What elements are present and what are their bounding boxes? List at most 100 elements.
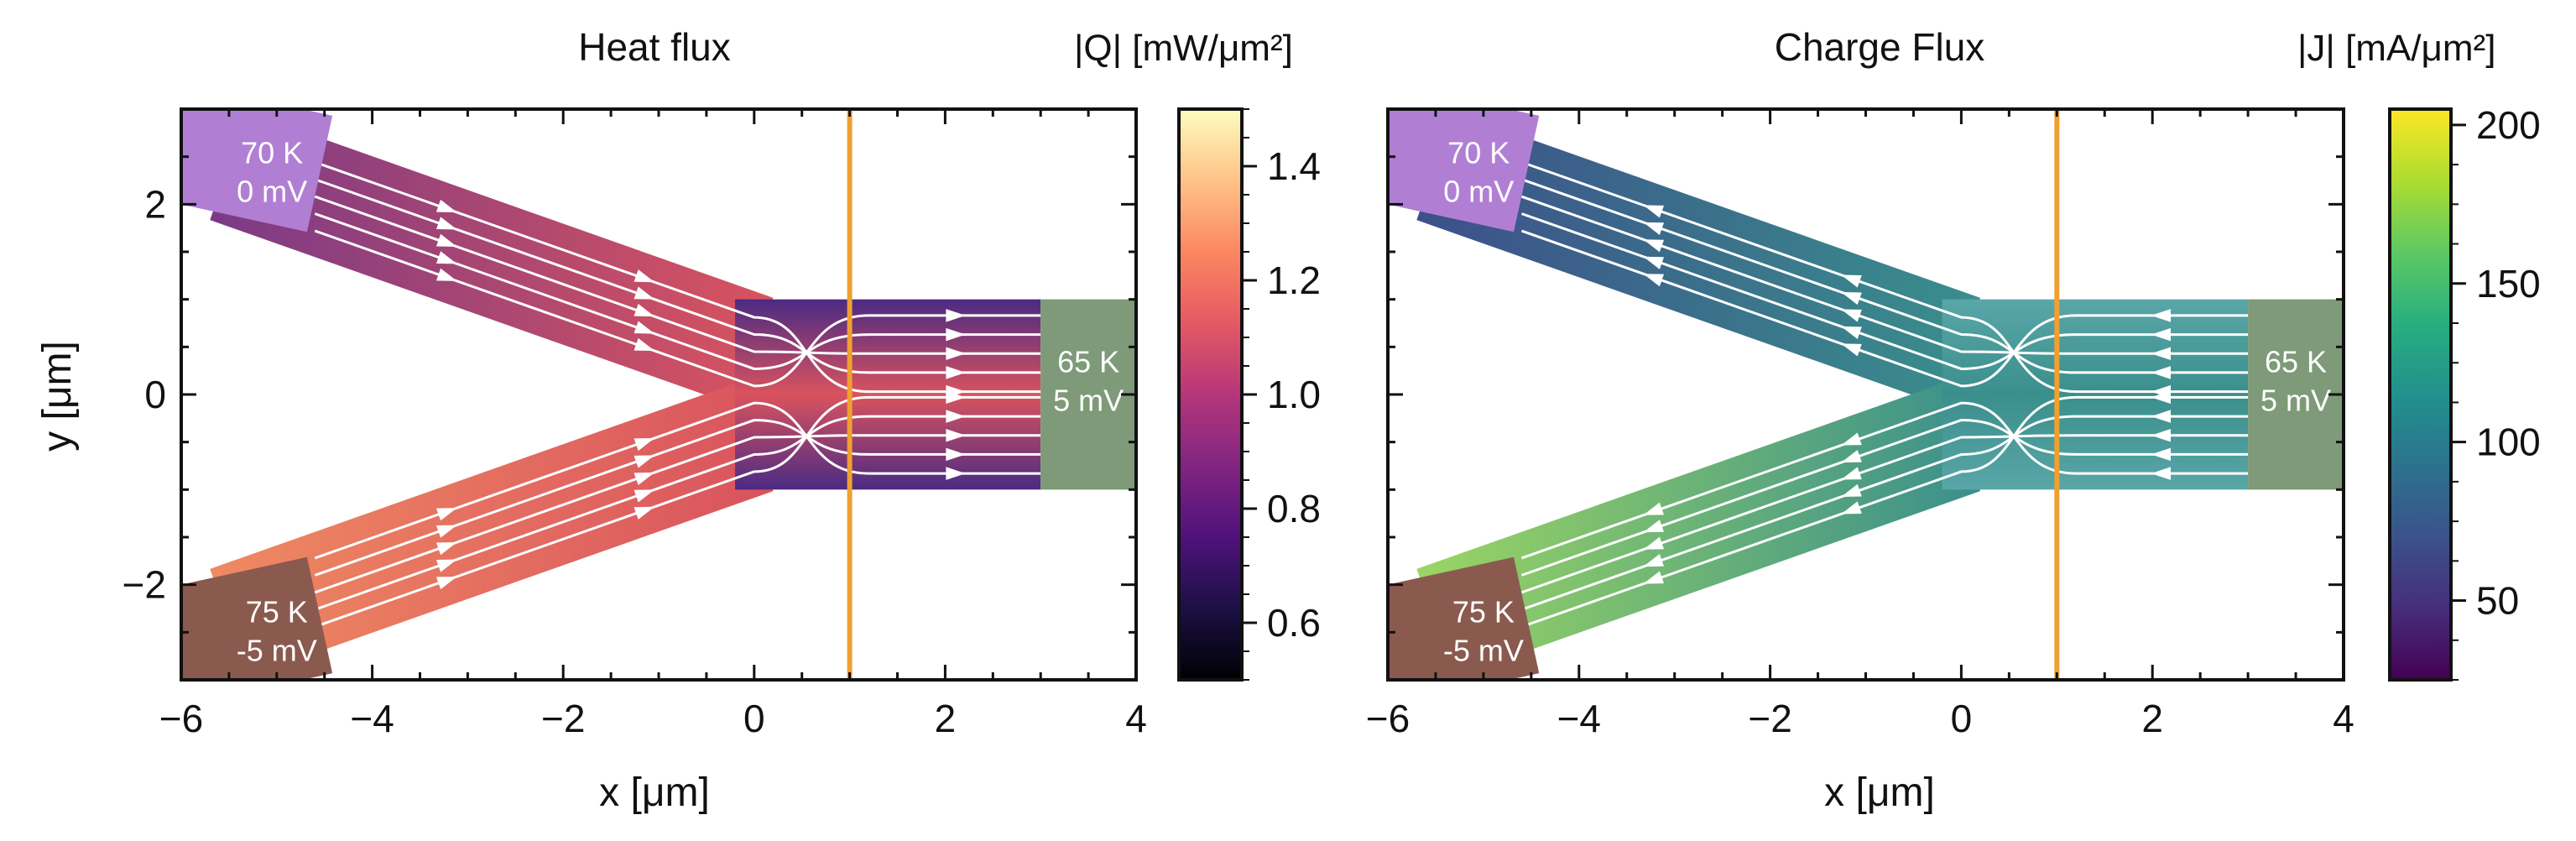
streamline-arrow <box>2151 410 2172 423</box>
contact-left-bottom-temperature: 75 K <box>246 595 308 629</box>
y-tick-label: 2 <box>144 182 166 226</box>
streamline-arrow <box>634 269 655 283</box>
heat-flux-xlabel: x [μm] <box>599 770 710 815</box>
colorbar-gradient <box>1177 107 1244 682</box>
streamline-arrow <box>435 233 457 247</box>
streamline <box>314 401 1041 560</box>
streamline-arrow <box>1643 274 1665 287</box>
charge-flux-xlabel: x [μm] <box>1824 770 1935 815</box>
streamline-arrow <box>634 321 655 334</box>
x-tick-label: −6 <box>1366 697 1410 740</box>
contact-left-top-voltage: 0 mV <box>237 174 307 208</box>
contact-left-top-pad <box>181 109 333 232</box>
contact-right-temperature: 65 K <box>2265 345 2327 379</box>
streamline-arrow <box>435 542 457 556</box>
contact-left-top: 70 K 0 mV <box>1388 109 1540 232</box>
contact-right-pad <box>1040 299 1136 490</box>
contact-left-bottom-pad <box>181 556 333 680</box>
device-geometry: 70 K 0 mV 75 K -5 mV 65 K 5 mV <box>181 109 1136 680</box>
contact-left-top-temperature: 70 K <box>1447 135 1510 170</box>
streamline-arrow <box>634 489 655 503</box>
streamline-arrow <box>1841 274 1862 288</box>
streamline <box>1520 401 2249 560</box>
streamline-arrow <box>946 467 966 480</box>
contact-left-bottom-voltage: -5 mV <box>237 634 317 668</box>
heat-flux-panel: Heat flux 70 K 0 mV 75 K -5 mV 65 K 5 mV −6 −4 −… <box>35 25 1321 815</box>
streamline-arrow <box>1643 222 1665 235</box>
streamline-arrow <box>1643 502 1665 515</box>
contact-left-top-temperature: 70 K <box>241 135 303 170</box>
streamline-arrow <box>435 508 457 521</box>
charge-flux-plot-area: 70 K 0 mV 75 K -5 mV 65 K 5 mV −6 −4 −2 0 2 4 <box>1366 107 2354 740</box>
colorbar-tick-label: 200 <box>2476 103 2541 147</box>
device-geometry: 70 K 0 mV 75 K -5 mV 65 K 5 mV <box>1388 109 2344 680</box>
y-tick-label: 0 <box>144 373 166 416</box>
charge-flux-colorbar: 50 100 150 200 <box>2388 103 2541 682</box>
x-tick-label: −4 <box>1557 697 1601 740</box>
streamline-arrow <box>634 337 655 352</box>
streamline-arrow <box>1841 343 1862 357</box>
contact-left-bottom: 75 K -5 mV <box>1388 556 1540 680</box>
contact-right-voltage: 5 mV <box>1053 384 1124 418</box>
streamline-arrow <box>946 327 966 342</box>
streamline-arrow <box>1841 309 1862 322</box>
contact-left-top: 70 K 0 mV <box>181 109 333 232</box>
channel <box>1942 299 2249 490</box>
streamline-arrow <box>1643 536 1665 550</box>
streamline-arrow <box>1841 432 1862 446</box>
streamline-arrow <box>946 447 966 462</box>
colorbar-tick-label: 100 <box>2476 420 2541 464</box>
heat-flux-plot-area: 70 K 0 mV 75 K -5 mV 65 K 5 mV −6 −4 −2 0 2 4 −2 0 2 <box>123 107 1147 740</box>
streamline-arrow <box>1841 501 1862 515</box>
contact-right: 65 K 5 mV <box>2248 299 2344 490</box>
x-tick-label: −6 <box>159 697 203 740</box>
colorbar-tick-label: 1.0 <box>1267 373 1321 416</box>
streamline-arrow <box>1643 205 1665 218</box>
colorbar-tick-label: 50 <box>2476 579 2519 623</box>
colorbar-gradient <box>2388 107 2453 682</box>
streamline-arrow <box>435 559 457 572</box>
streamline-arrow <box>1841 449 1862 463</box>
streamline-arrow <box>946 347 966 361</box>
streamline-arrow <box>435 525 457 538</box>
streamline-arrow <box>946 390 966 405</box>
charge-flux-title: Charge Flux <box>1775 25 1985 69</box>
streamline-arrow <box>946 366 966 379</box>
streamline-arrow <box>435 576 457 590</box>
streamline-arrow <box>435 217 457 230</box>
streamline-arrow <box>1643 256 1665 269</box>
streamline-arrow <box>1643 520 1665 533</box>
streamline-arrow <box>946 410 966 423</box>
streamlines <box>314 160 1041 629</box>
streamline-arrow <box>2151 390 2172 405</box>
charge-flux-colorbar-label: |J| [mA/μm²] <box>2297 28 2495 69</box>
streamline-arrow <box>435 268 457 281</box>
colorbar-tick-label: 1.4 <box>1267 144 1321 188</box>
heat-flux-title: Heat flux <box>578 25 731 69</box>
contact-left-bottom-voltage: -5 mV <box>1443 634 1524 668</box>
colorbar-tick-label: 150 <box>2476 262 2541 306</box>
streamline-arrow <box>946 428 966 442</box>
streamline-arrow <box>2151 366 2172 379</box>
streamline-arrow <box>1841 483 1862 497</box>
contact-left-bottom-temperature: 75 K <box>1452 595 1515 629</box>
streamline-arrow <box>1841 292 1862 306</box>
x-tick-label: −2 <box>541 697 585 740</box>
ticks <box>180 107 1138 682</box>
x-tick-label: −4 <box>350 697 394 740</box>
x-tick-label: 2 <box>2141 697 2163 740</box>
streamline-arrow <box>2151 428 2172 442</box>
streamline-arrow <box>2151 347 2172 361</box>
contact-right-pad <box>2248 299 2344 490</box>
streamline-arrow <box>2151 327 2172 342</box>
streamline-arrow <box>634 455 655 468</box>
streamlines <box>1520 160 2249 629</box>
streamline <box>1520 160 2249 394</box>
streamline-arrow <box>946 309 966 322</box>
x-tick-label: 4 <box>1125 697 1147 740</box>
contact-right-voltage: 5 mV <box>2261 384 2331 418</box>
colorbar-tick-label: 0.6 <box>1267 601 1321 645</box>
heat-flux-colorbar-label: |Q| [mW/μm²] <box>1074 28 1293 69</box>
streamline-arrow <box>1841 326 1862 340</box>
